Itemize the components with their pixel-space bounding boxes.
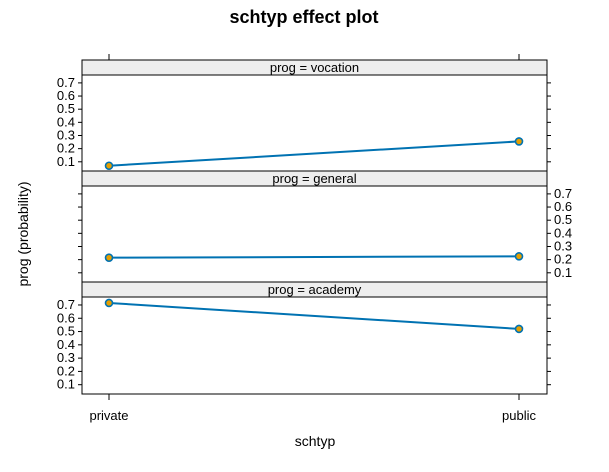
strip-label: prog = academy xyxy=(268,282,362,297)
y-tick-label: 0.5 xyxy=(57,101,75,116)
data-point xyxy=(514,324,524,334)
y-axis-label: prog (probability) xyxy=(15,181,31,286)
data-point xyxy=(104,253,114,262)
x-axis: private public xyxy=(89,54,536,423)
y-tick-label: 0.4 xyxy=(554,225,572,240)
y-tick-label: 0.1 xyxy=(57,377,75,392)
y-tick-label: 0.6 xyxy=(57,88,75,103)
series-line xyxy=(108,255,520,259)
strip-label: prog = general xyxy=(272,171,356,186)
y-tick-label: 0.6 xyxy=(57,310,75,325)
panel-strip xyxy=(81,59,548,76)
y-tick-label: 0.7 xyxy=(57,75,75,90)
strip-label: prog = vocation xyxy=(270,60,359,75)
y-tick-label: 0.5 xyxy=(57,324,75,339)
y-tick-label: 0.4 xyxy=(57,114,75,129)
y-tick-label: 0.4 xyxy=(57,337,75,352)
y-tick-label: 0.3 xyxy=(554,238,572,253)
y-tick-label: 0.7 xyxy=(554,186,572,201)
y-tick-label: 0.3 xyxy=(57,127,75,142)
data-point xyxy=(514,137,524,146)
y-tick-label: 0.6 xyxy=(554,199,572,214)
panel-strip xyxy=(81,281,548,298)
series-line xyxy=(108,301,520,330)
y-tick-label: 0.3 xyxy=(57,350,75,365)
y-tick-label: 0.1 xyxy=(57,154,75,169)
y-tick-label: 0.2 xyxy=(57,141,75,156)
x-axis-label: schtyp xyxy=(295,433,336,449)
panel-2: prog = general 0.10.20.30.40.50.60.7 xyxy=(78,170,572,283)
panel-1: prog = vocation 0.10.20.30.40.50.60.7 xyxy=(57,59,551,172)
chart-title: schtyp effect plot xyxy=(229,7,378,27)
panel-3: prog = academy 0.10.20.30.40.50.60.7 xyxy=(57,281,551,395)
panel-border xyxy=(81,281,548,395)
y-tick-label: 0.5 xyxy=(554,212,572,227)
y-tick-label: 0.7 xyxy=(57,297,75,312)
y-tick-label: 0.2 xyxy=(57,363,75,378)
panels-group: prog = vocation0.10.20.30.40.50.60.7prog… xyxy=(57,59,572,395)
data-point xyxy=(104,298,114,308)
data-point xyxy=(514,252,524,261)
panel-border xyxy=(81,170,548,283)
data-point xyxy=(104,161,114,171)
x-tick-label: private xyxy=(89,408,128,423)
y-tick-label: 0.1 xyxy=(554,265,572,280)
panel-strip xyxy=(81,170,548,187)
y-tick-label: 0.2 xyxy=(554,252,572,267)
series-line xyxy=(108,140,520,167)
x-tick-label: public xyxy=(502,408,536,423)
